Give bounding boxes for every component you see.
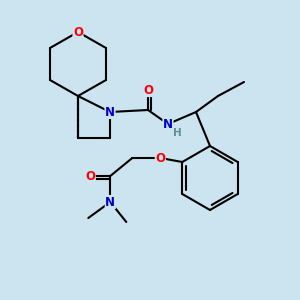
Text: N: N <box>105 196 115 208</box>
Text: O: O <box>155 152 165 164</box>
Text: N: N <box>105 106 115 118</box>
Text: H: H <box>172 128 182 138</box>
Text: O: O <box>85 169 95 182</box>
Text: N: N <box>163 118 173 130</box>
Text: O: O <box>143 83 153 97</box>
Text: O: O <box>73 26 83 38</box>
